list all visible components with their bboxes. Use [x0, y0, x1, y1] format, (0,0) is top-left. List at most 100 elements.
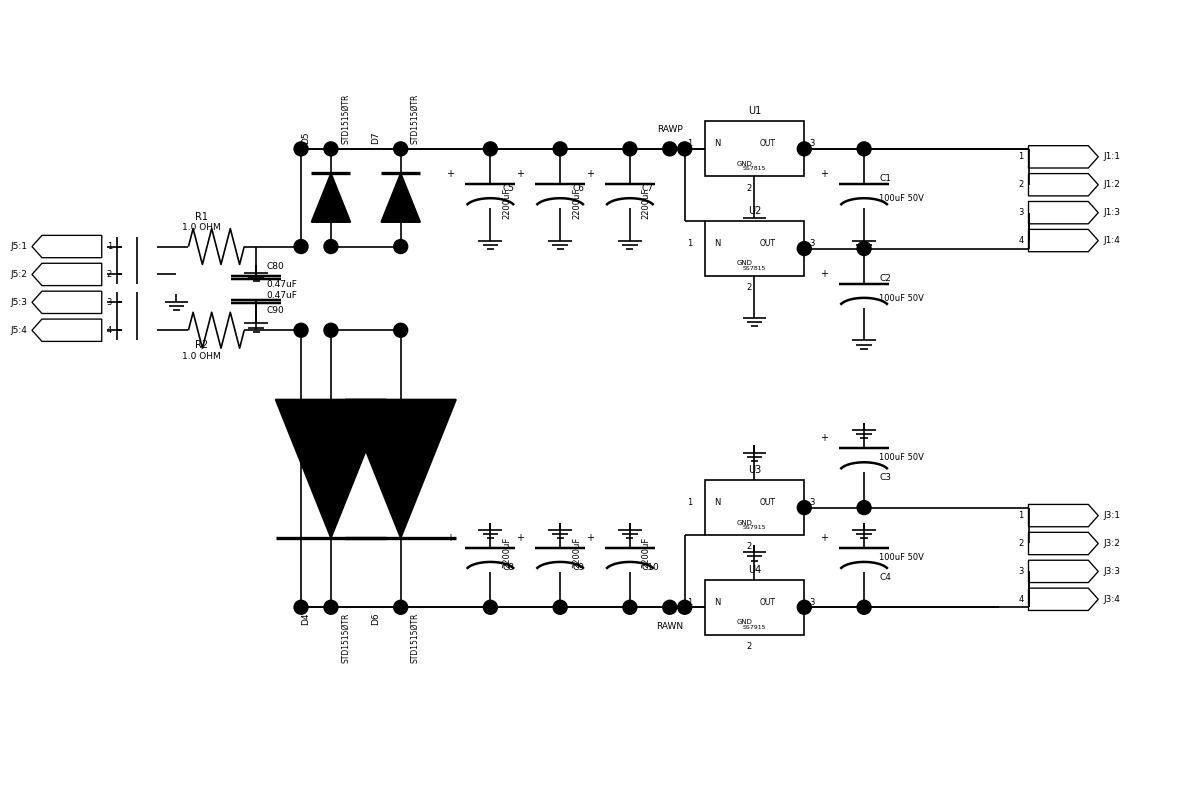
Polygon shape: [382, 173, 420, 222]
Text: 0.47uF: 0.47uF: [266, 280, 298, 289]
Text: U3: U3: [748, 465, 761, 476]
Text: SS7915: SS7915: [743, 625, 767, 630]
Text: +: +: [821, 269, 828, 279]
Text: U1: U1: [748, 106, 761, 117]
Text: J3:3: J3:3: [1103, 567, 1121, 576]
Text: 100uF 50V: 100uF 50V: [880, 553, 924, 562]
Text: 3: 3: [107, 298, 112, 307]
Text: +: +: [821, 169, 828, 180]
Circle shape: [678, 600, 691, 614]
Text: GND: GND: [737, 519, 752, 526]
Text: 100uF 50V: 100uF 50V: [880, 453, 924, 462]
Text: J3:4: J3:4: [1103, 595, 1120, 604]
Text: J1:3: J1:3: [1103, 208, 1121, 217]
Text: +: +: [821, 433, 828, 444]
Text: 3: 3: [810, 498, 815, 508]
Circle shape: [623, 600, 637, 614]
Text: 2200uF: 2200uF: [572, 537, 581, 568]
Polygon shape: [312, 173, 350, 222]
Text: +: +: [586, 533, 594, 543]
Text: GND: GND: [737, 161, 752, 167]
Text: 3: 3: [810, 598, 815, 606]
Text: 1: 1: [1019, 152, 1024, 161]
Text: 2200uF: 2200uF: [642, 188, 650, 219]
Text: SS7815: SS7815: [743, 166, 766, 172]
Text: C9: C9: [572, 563, 584, 572]
Text: N: N: [714, 598, 721, 606]
Text: 2: 2: [746, 184, 752, 193]
Text: U2: U2: [748, 206, 761, 216]
Circle shape: [294, 323, 308, 338]
Text: 2: 2: [1019, 180, 1024, 189]
Text: J5:4: J5:4: [10, 326, 28, 334]
Text: D5: D5: [301, 131, 311, 144]
Text: J1:1: J1:1: [1103, 152, 1121, 161]
Circle shape: [484, 142, 497, 156]
Text: R2: R2: [194, 340, 208, 350]
Text: J5:2: J5:2: [10, 270, 28, 279]
Text: C6: C6: [572, 184, 584, 193]
Text: 1: 1: [688, 140, 692, 148]
Circle shape: [857, 500, 871, 515]
Text: 4: 4: [1019, 595, 1024, 604]
Circle shape: [324, 323, 338, 338]
Text: RAWN: RAWN: [656, 622, 683, 631]
Text: D6: D6: [371, 612, 380, 625]
Text: 2: 2: [746, 283, 752, 292]
Text: J3:2: J3:2: [1103, 539, 1120, 548]
Text: U4: U4: [748, 565, 761, 575]
Circle shape: [294, 239, 308, 254]
Text: D4: D4: [301, 612, 311, 625]
Text: J1:4: J1:4: [1103, 236, 1120, 245]
Text: D7: D7: [371, 131, 380, 144]
Text: 2: 2: [746, 642, 752, 651]
Text: 4: 4: [107, 326, 112, 334]
Text: +: +: [586, 169, 594, 180]
Text: 100uF 50V: 100uF 50V: [880, 294, 924, 303]
Text: RAWP: RAWP: [656, 125, 683, 134]
Text: 1: 1: [688, 598, 692, 606]
Circle shape: [857, 242, 871, 255]
Circle shape: [797, 242, 811, 255]
Circle shape: [553, 600, 568, 614]
Polygon shape: [346, 400, 456, 538]
Text: 1: 1: [107, 242, 112, 251]
Circle shape: [797, 142, 811, 156]
Circle shape: [857, 600, 871, 614]
Circle shape: [394, 323, 408, 338]
Text: STD1515ØTR: STD1515ØTR: [410, 612, 420, 662]
Text: OUT: OUT: [760, 498, 775, 508]
Text: R1: R1: [194, 211, 208, 222]
Text: N: N: [714, 239, 721, 248]
Text: C4: C4: [880, 573, 890, 582]
Circle shape: [797, 500, 811, 515]
Text: OUT: OUT: [760, 140, 775, 148]
Text: STD1515ØTR: STD1515ØTR: [341, 93, 350, 144]
Text: 2: 2: [1019, 539, 1024, 548]
Circle shape: [324, 600, 338, 614]
Text: 3: 3: [1018, 208, 1024, 217]
Circle shape: [553, 142, 568, 156]
Circle shape: [394, 239, 408, 254]
Circle shape: [623, 142, 637, 156]
Text: C1: C1: [880, 174, 892, 184]
Text: +: +: [516, 169, 524, 180]
Text: J5:1: J5:1: [10, 242, 28, 251]
Text: 2: 2: [107, 270, 112, 279]
Text: 1.0 OHM: 1.0 OHM: [182, 223, 221, 231]
Text: 3: 3: [810, 140, 815, 148]
Text: J1:2: J1:2: [1103, 180, 1120, 189]
Text: C3: C3: [880, 473, 892, 482]
Text: C2: C2: [880, 274, 890, 283]
Text: +: +: [446, 533, 455, 543]
Text: 3: 3: [810, 239, 815, 248]
Text: J5:3: J5:3: [10, 298, 28, 307]
Circle shape: [662, 142, 677, 156]
Text: STD1515ØTR: STD1515ØTR: [341, 612, 350, 662]
Circle shape: [394, 142, 408, 156]
Text: SS7815: SS7815: [743, 266, 766, 271]
Text: OUT: OUT: [760, 239, 775, 248]
Text: C80: C80: [266, 262, 284, 271]
Circle shape: [394, 600, 408, 614]
Text: 4: 4: [1019, 236, 1024, 245]
